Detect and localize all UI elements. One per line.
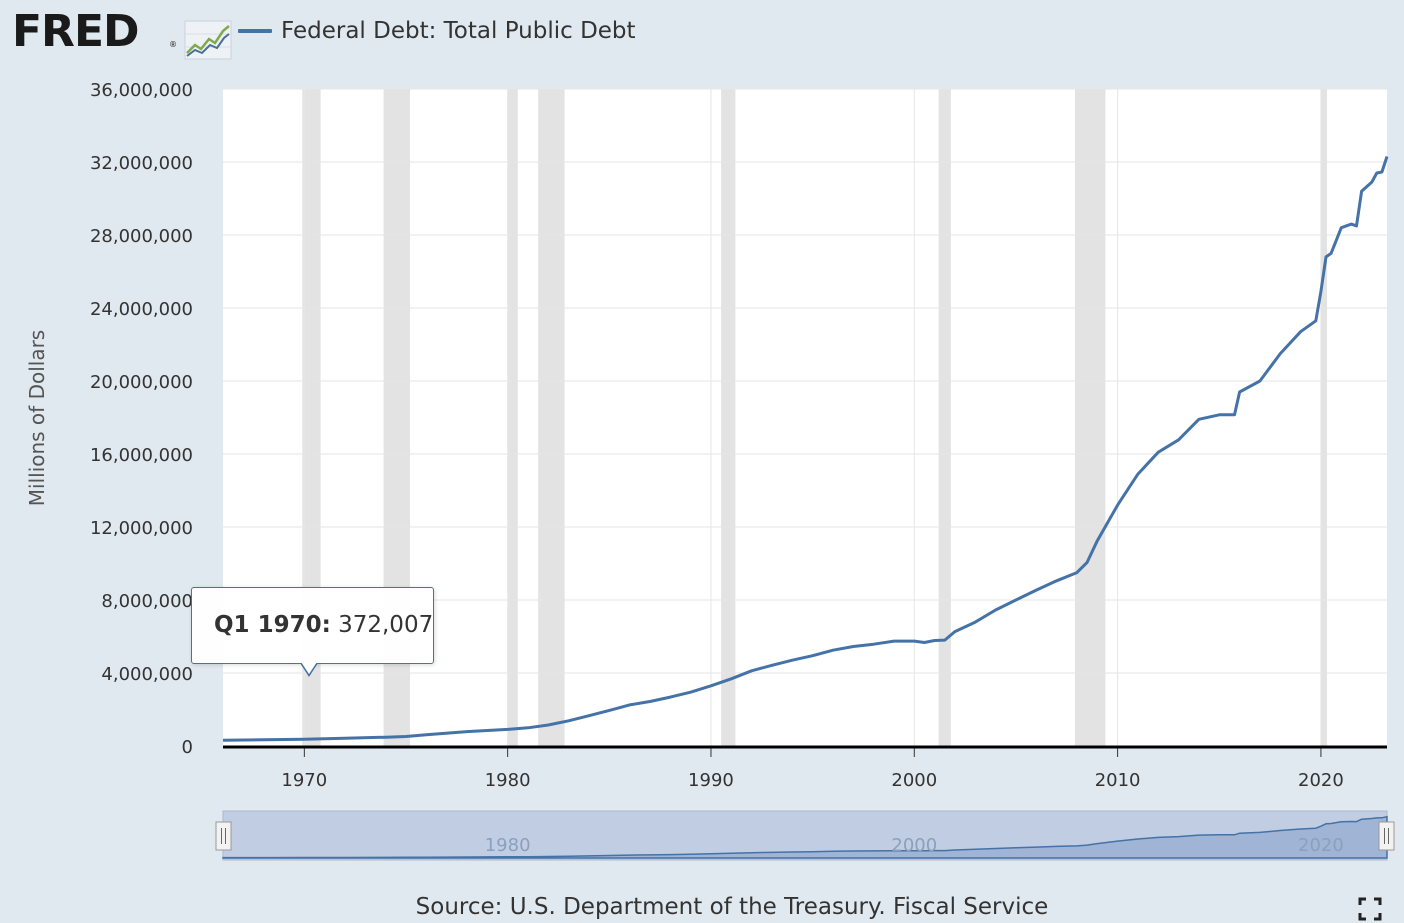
chart-legend[interactable]: Federal Debt: Total Public Debt bbox=[238, 16, 636, 46]
fullscreen-icon[interactable] bbox=[1358, 897, 1382, 921]
recession-band-2 bbox=[507, 89, 518, 746]
logo-registered-mark: ® bbox=[169, 40, 177, 49]
chart-header: FRED ® Federal Debt: Total Public Debt bbox=[0, 0, 1404, 70]
y-tick-label: 28,000,000 bbox=[90, 226, 193, 247]
navigator-ticks: 1980 2000 2020 bbox=[485, 835, 1344, 856]
x-tick-label: 2010 bbox=[1095, 770, 1141, 791]
x-tick-label: 2000 bbox=[891, 770, 937, 791]
tooltip-content: Q1 1970: 372,007 bbox=[214, 612, 433, 638]
gridlines bbox=[223, 88, 1387, 746]
x-tick-label: 1990 bbox=[688, 770, 734, 791]
recession-band-4 bbox=[721, 89, 736, 746]
recession-band-5 bbox=[938, 89, 951, 746]
navigator-handle-right[interactable] bbox=[1378, 821, 1395, 851]
recession-band-0 bbox=[302, 89, 321, 746]
y-tick-label: 20,000,000 bbox=[90, 372, 193, 393]
x-tick-label: 1970 bbox=[281, 770, 327, 791]
recession-bands bbox=[302, 89, 1328, 746]
y-tick-label: 0 bbox=[182, 737, 193, 758]
x-tick-label: 2020 bbox=[1298, 770, 1344, 791]
legend-label: Federal Debt: Total Public Debt bbox=[281, 18, 636, 44]
x-tick-label: 1980 bbox=[485, 770, 531, 791]
navigator-tick-label: 2020 bbox=[1298, 835, 1344, 856]
tooltip-date: Q1 1970: bbox=[214, 612, 331, 638]
line-chart-icon bbox=[184, 20, 232, 60]
recession-band-6 bbox=[1074, 89, 1106, 746]
series-line[interactable] bbox=[222, 156, 1389, 742]
x-axis-ticks: 1970 1980 1990 2000 2010 2020 bbox=[281, 748, 1344, 791]
recession-band-7 bbox=[1320, 89, 1328, 746]
y-axis-ticks: 0 4,000,000 8,000,000 12,000,000 16,000,000 2… bbox=[90, 80, 193, 758]
legend-swatch bbox=[238, 29, 272, 33]
tooltip: Q1 1970: 372,007 bbox=[191, 587, 434, 664]
tooltip-arrow-fill bbox=[301, 662, 317, 674]
source-text: Source: U.S. Department of the Treasury.… bbox=[415, 894, 1049, 920]
navigator-handle-left[interactable] bbox=[215, 821, 232, 851]
fred-logo[interactable]: FRED ® bbox=[12, 6, 232, 60]
y-axis-label: Millions of Dollars bbox=[25, 330, 49, 506]
navigator-tick-label: 2000 bbox=[891, 835, 937, 856]
y-tick-label: 4,000,000 bbox=[101, 664, 193, 685]
navigator[interactable]: 1980 2000 2020 bbox=[215, 810, 1395, 861]
recession-band-3 bbox=[538, 89, 565, 746]
y-tick-label: 16,000,000 bbox=[90, 445, 193, 466]
y-tick-label: 36,000,000 bbox=[90, 80, 193, 101]
logo-text: FRED bbox=[12, 6, 140, 57]
y-tick-label: 32,000,000 bbox=[90, 153, 193, 174]
y-tick-label: 24,000,000 bbox=[90, 299, 193, 320]
navigator-tick-label: 1980 bbox=[485, 835, 531, 856]
y-tick-label: 12,000,000 bbox=[90, 518, 193, 539]
navigator-series-area bbox=[222, 815, 1388, 859]
chart-svg: 0 4,000,000 8,000,000 12,000,000 16,000,000 2… bbox=[25, 80, 1395, 861]
y-tick-label: 8,000,000 bbox=[101, 591, 193, 612]
tooltip-value: 372,007 bbox=[338, 612, 434, 638]
